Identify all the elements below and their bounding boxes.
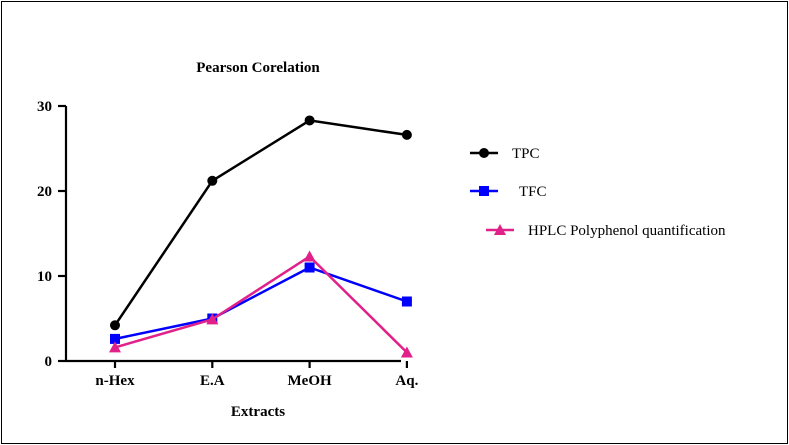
data-point — [303, 250, 316, 262]
chart-title: Pearson Corelation — [196, 60, 320, 76]
series-line — [114, 266, 408, 341]
x-tick-label: MeOH — [288, 373, 332, 389]
series-line — [113, 119, 408, 326]
legend-item: TFC — [470, 184, 547, 200]
data-point — [400, 346, 413, 358]
legend: TPC TFC HPLC Polyphenol quantification — [470, 146, 726, 239]
x-axis-label: Extracts — [231, 404, 285, 420]
legend-item: TPC — [470, 146, 540, 162]
series-group — [109, 115, 413, 358]
series-1 — [110, 262, 412, 344]
series-2 — [109, 250, 413, 358]
data-point — [206, 313, 219, 325]
x-tick-label: E.A — [200, 373, 225, 389]
legend-label: TFC — [519, 184, 547, 200]
data-point — [109, 341, 121, 353]
data-point — [304, 115, 315, 126]
data-point — [401, 129, 412, 140]
y-tick-label: 10 — [37, 269, 52, 285]
legend-marker — [479, 148, 489, 158]
data-point — [304, 262, 315, 273]
data-point — [110, 320, 120, 331]
x-axis: n-Hex E.A MeOH Aq. — [66, 359, 419, 389]
data-point — [207, 175, 218, 186]
x-tick-label: n-Hex — [95, 373, 135, 389]
legend-item: HPLC Polyphenol quantification — [486, 223, 726, 239]
y-tick-label: 30 — [37, 99, 52, 115]
x-tick-label: Aq. — [395, 373, 418, 389]
legend-marker — [494, 224, 506, 235]
legend-label: HPLC Polyphenol quantification — [528, 223, 726, 239]
legend-label: TPC — [512, 146, 540, 162]
series-line — [114, 254, 408, 354]
legend-marker — [479, 186, 489, 196]
data-point — [401, 296, 412, 307]
y-axis: 0 10 20 30 — [37, 99, 68, 370]
y-tick-label: 0 — [45, 354, 53, 370]
data-point — [110, 333, 120, 344]
series-0 — [110, 115, 412, 331]
y-tick-label: 20 — [37, 184, 52, 200]
